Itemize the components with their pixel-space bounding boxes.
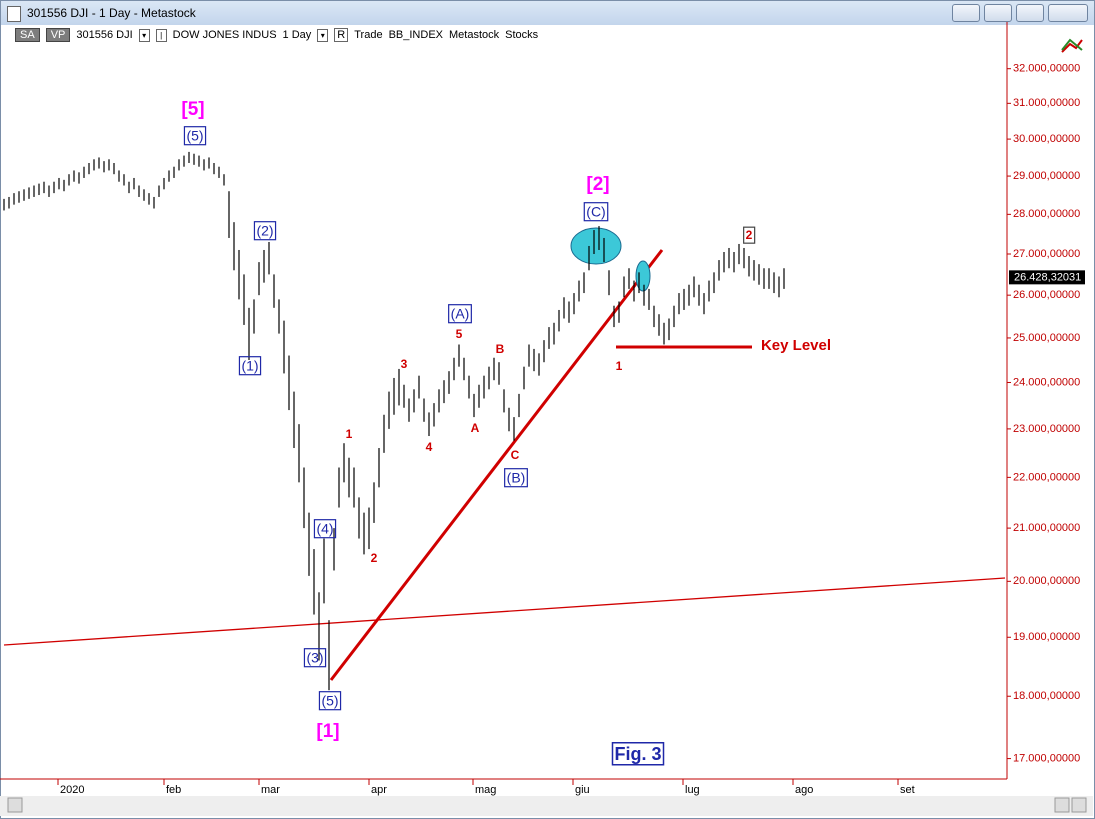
wave-label: 4: [426, 440, 433, 454]
window-title: 301556 DJI - 1 Day - Metastock: [27, 6, 196, 20]
app-logo: [1061, 38, 1083, 53]
wave-label: (C): [586, 204, 605, 220]
wave-label: [2]: [586, 174, 609, 195]
y-tick-label: 21.000,00000: [1013, 522, 1080, 534]
y-tick-label: 23.000,00000: [1013, 423, 1080, 435]
y-tick-label: 30.000,00000: [1013, 133, 1080, 145]
wave-label: 1: [616, 359, 623, 373]
maximize-button[interactable]: [1016, 4, 1044, 22]
y-tick-label: 17.000,00000: [1013, 752, 1080, 764]
x-tick-label: feb: [166, 784, 181, 796]
label-box: [238, 356, 262, 376]
wave-label: [5]: [181, 99, 204, 120]
wave-label: Fig. 3: [614, 744, 661, 764]
label-box: [183, 126, 207, 146]
toolbar-item: BB_INDEX: [388, 29, 443, 41]
wave-label: (3): [306, 650, 323, 666]
y-tick-label: 19.000,00000: [1013, 631, 1080, 643]
last-price-box: [1009, 270, 1085, 285]
trend-line: [3, 577, 1006, 646]
scroll-right[interactable]: [1054, 797, 1070, 813]
label-box: [743, 226, 756, 244]
close-button[interactable]: [1048, 4, 1088, 22]
x-tick-label: mag: [475, 784, 496, 796]
label-box: [253, 221, 277, 241]
highlight: [635, 260, 651, 292]
minimize-button[interactable]: [984, 4, 1012, 22]
y-tick-label: 29.000,00000: [1013, 170, 1080, 182]
wave-label: (2): [256, 223, 273, 239]
trend-line: [329, 249, 664, 681]
y-tick-label: 27.000,00000: [1013, 248, 1080, 260]
wave-label: [1]: [316, 721, 339, 742]
restore-button[interactable]: [952, 4, 980, 22]
window-buttons: [952, 4, 1088, 22]
last-price-label: 26.428,32031: [1014, 271, 1081, 283]
x-tick-label: mar: [261, 784, 280, 796]
y-tick-label: 25.000,00000: [1013, 332, 1080, 344]
toolbar-button[interactable]: VP: [45, 28, 71, 42]
wave-label: 1: [346, 427, 353, 441]
wave-label: Key Level: [761, 337, 831, 354]
wave-label: 2: [371, 551, 378, 565]
wave-label: A: [471, 421, 480, 435]
x-tick-label: apr: [371, 784, 387, 796]
x-tick-label: ago: [795, 784, 813, 796]
label-box: [504, 468, 528, 488]
toolbar-item: Stocks: [505, 29, 539, 41]
label-box: [583, 202, 609, 222]
symbol[interactable]: 301556 DJI: [76, 29, 133, 41]
toolbar-button[interactable]: SA: [15, 28, 40, 42]
highlight: [570, 227, 622, 265]
dropdown[interactable]: |: [155, 28, 167, 42]
toolbar-item: Metastock: [449, 29, 500, 41]
wave-label: (5): [321, 693, 338, 709]
wave-label: 2: [746, 228, 753, 242]
wave-label: (4): [316, 521, 333, 537]
dropdown[interactable]: ▾: [317, 28, 329, 42]
y-tick-label: 20.000,00000: [1013, 575, 1080, 587]
wave-label: (5): [186, 128, 203, 144]
wave-label: 3: [401, 357, 408, 371]
x-tick-label: 2020: [60, 784, 84, 796]
label-box: [448, 304, 472, 324]
wave-label: 5: [456, 327, 463, 341]
wave-label: C: [511, 448, 520, 462]
y-tick-label: 32.000,00000: [1013, 63, 1080, 75]
wave-label: (A): [451, 306, 470, 322]
wave-label: B: [496, 342, 505, 356]
label-box: [611, 742, 665, 766]
scroll-right[interactable]: [1071, 797, 1087, 813]
dropdown[interactable]: ▾: [138, 28, 150, 42]
x-tick-label: giu: [575, 784, 590, 796]
y-tick-label: 26.000,00000: [1013, 289, 1080, 301]
toolbar-item: Trade: [354, 29, 383, 41]
y-tick-label: 18.000,00000: [1013, 690, 1080, 702]
title-bar: 301556 DJI - 1 Day - Metastock: [1, 1, 1094, 25]
x-tick-label: set: [900, 784, 915, 796]
y-tick-label: 28.000,00000: [1013, 208, 1080, 220]
security-name: DOW JONES INDUS: [172, 29, 277, 41]
label-box: [303, 648, 327, 668]
wave-label: (B): [507, 470, 526, 486]
toolbar-button[interactable]: R: [334, 28, 349, 42]
periodicity[interactable]: 1 Day: [282, 29, 312, 41]
y-tick-label: 31.000,00000: [1013, 97, 1080, 109]
app-icon: [7, 6, 21, 22]
scroll-left[interactable]: [7, 797, 23, 813]
y-tick-label: 24.000,00000: [1013, 376, 1080, 388]
wave-label: (1): [241, 358, 258, 374]
toolbar: SA VP 301556 DJI ▾ | DOW JONES INDUS 1 D…: [1, 25, 1094, 45]
x-tick-label: lug: [685, 784, 700, 796]
y-tick-label: 22.000,00000: [1013, 471, 1080, 483]
label-box: [313, 519, 337, 539]
label-box: [318, 691, 342, 711]
scrollbar[interactable]: [0, 796, 1093, 816]
